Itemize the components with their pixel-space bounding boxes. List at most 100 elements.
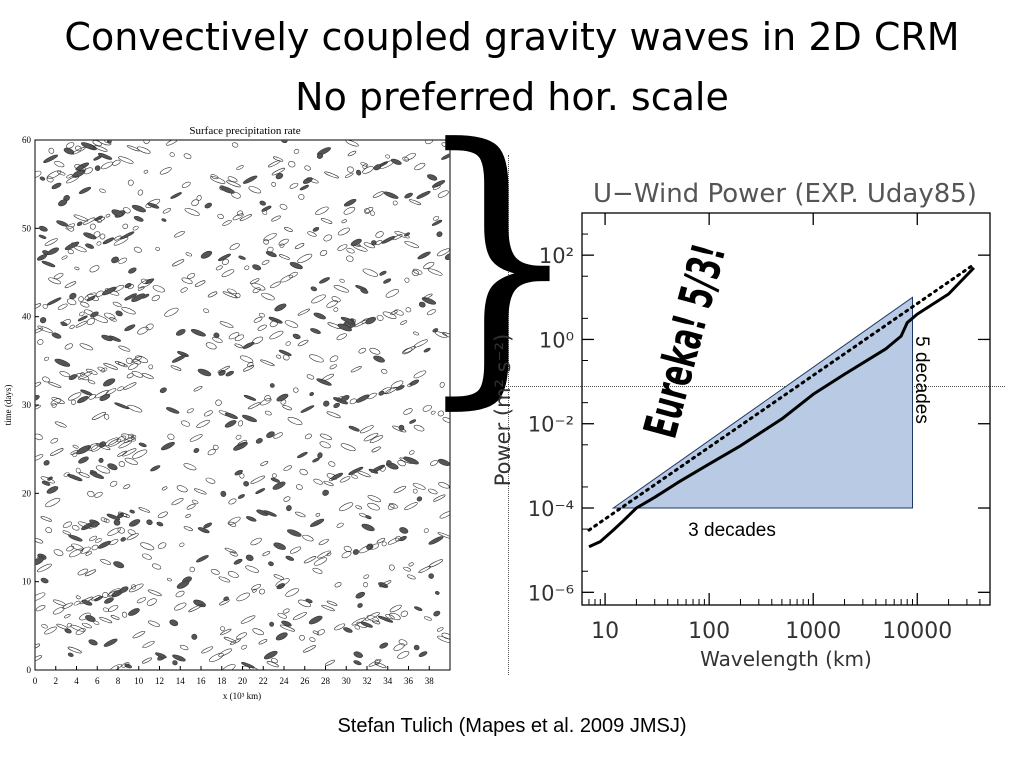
precip-streak bbox=[273, 542, 286, 550]
precip-streak bbox=[183, 153, 192, 160]
precip-streak bbox=[50, 398, 62, 406]
precip-streak bbox=[317, 550, 331, 559]
precip-streak bbox=[207, 291, 218, 298]
precip-streak bbox=[121, 662, 130, 668]
precip-streak bbox=[90, 311, 99, 318]
precip-streak bbox=[319, 433, 333, 440]
precip-streak bbox=[345, 140, 359, 147]
precip-streak bbox=[213, 332, 220, 339]
precip-streak bbox=[403, 456, 419, 465]
precip-streak bbox=[390, 310, 398, 316]
precip-x-tick-label: 38 bbox=[425, 676, 435, 686]
precip-streak bbox=[80, 389, 93, 396]
precip-streak bbox=[74, 266, 80, 271]
precip-streak bbox=[389, 612, 401, 621]
precip-streak bbox=[271, 658, 279, 664]
precip-streak bbox=[428, 559, 444, 568]
precip-streak bbox=[143, 169, 149, 174]
precip-streak bbox=[343, 545, 352, 552]
precip-streak bbox=[176, 485, 188, 493]
precip-streak bbox=[331, 296, 341, 303]
precip-streak bbox=[356, 169, 362, 176]
precip-streak bbox=[292, 333, 301, 340]
precip-streak bbox=[312, 226, 320, 232]
precip-streak bbox=[241, 662, 255, 669]
precip-streak bbox=[234, 334, 245, 342]
precip-streak bbox=[35, 327, 44, 334]
slope-triangle-shape bbox=[611, 296, 914, 509]
precip-streak bbox=[35, 454, 44, 461]
power-y-tick-label: 10⁰ bbox=[539, 328, 574, 352]
precip-streak bbox=[186, 503, 196, 510]
precip-streak bbox=[203, 308, 210, 313]
precip-streak bbox=[74, 164, 86, 172]
precip-streak bbox=[67, 652, 74, 657]
precip-streak bbox=[109, 539, 119, 546]
precip-streak bbox=[71, 525, 80, 531]
precip-streak bbox=[268, 561, 274, 567]
precip-streak bbox=[218, 369, 226, 376]
precip-streak bbox=[404, 277, 410, 283]
precip-streak bbox=[315, 206, 329, 215]
precip-streak bbox=[353, 651, 363, 658]
precip-streak bbox=[343, 627, 353, 633]
precip-streak bbox=[85, 615, 96, 622]
precip-streak bbox=[388, 503, 398, 509]
vertical-leg-label: 5 decades bbox=[911, 336, 932, 424]
precip-streak bbox=[103, 518, 110, 523]
precip-streak bbox=[102, 237, 115, 245]
precip-streak bbox=[204, 202, 212, 209]
precip-streak bbox=[77, 568, 88, 576]
precip-streak bbox=[166, 407, 180, 414]
precip-streak bbox=[280, 140, 288, 144]
precip-streak bbox=[350, 318, 356, 323]
precip-streak bbox=[293, 387, 299, 393]
precip-streak bbox=[141, 293, 150, 299]
precip-streak bbox=[89, 471, 105, 479]
precip-streak bbox=[75, 162, 90, 171]
precip-streak bbox=[299, 468, 308, 476]
precip-streak bbox=[323, 480, 334, 487]
precip-streak bbox=[351, 474, 358, 479]
precip-streak bbox=[87, 379, 96, 385]
precip-streak bbox=[336, 333, 347, 341]
precip-streak bbox=[442, 417, 450, 423]
precip-streak bbox=[122, 448, 137, 457]
precip-streak bbox=[247, 402, 261, 410]
precip-streak bbox=[157, 542, 167, 549]
precip-streak bbox=[85, 243, 95, 249]
precip-streak bbox=[128, 267, 137, 274]
precip-streak bbox=[88, 639, 98, 646]
precip-streak bbox=[228, 332, 240, 340]
precip-streak bbox=[99, 617, 113, 624]
precip-streak bbox=[35, 604, 46, 612]
precip-streak bbox=[263, 510, 277, 517]
precip-streak bbox=[54, 358, 71, 367]
precip-streak bbox=[441, 632, 450, 640]
precip-streak bbox=[251, 282, 266, 291]
precip-streak bbox=[38, 225, 48, 232]
precip-streak bbox=[412, 483, 426, 490]
precip-streak bbox=[272, 473, 277, 478]
precip-streak bbox=[68, 548, 84, 558]
precip-y-tick-label: 10 bbox=[22, 577, 32, 587]
precip-streak bbox=[118, 257, 128, 264]
precip-streak bbox=[175, 329, 186, 336]
precip-streak bbox=[241, 644, 248, 650]
precip-streak bbox=[100, 367, 108, 373]
horizontal-leg-label: 3 decades bbox=[688, 520, 776, 541]
precip-streak bbox=[113, 237, 129, 246]
precip-streak bbox=[193, 488, 207, 495]
precip-streak bbox=[98, 457, 104, 463]
precip-streak bbox=[73, 600, 81, 606]
precip-streak bbox=[442, 332, 450, 339]
precip-streak bbox=[109, 317, 117, 322]
precip-streak bbox=[227, 176, 238, 183]
precip-streak bbox=[436, 248, 450, 257]
precip-streak bbox=[359, 425, 374, 434]
precip-streak bbox=[414, 162, 426, 171]
precip-y-tick-label: 60 bbox=[22, 135, 32, 145]
precip-streak bbox=[341, 219, 347, 224]
precip-streak bbox=[94, 145, 108, 152]
precip-streak bbox=[59, 371, 71, 378]
